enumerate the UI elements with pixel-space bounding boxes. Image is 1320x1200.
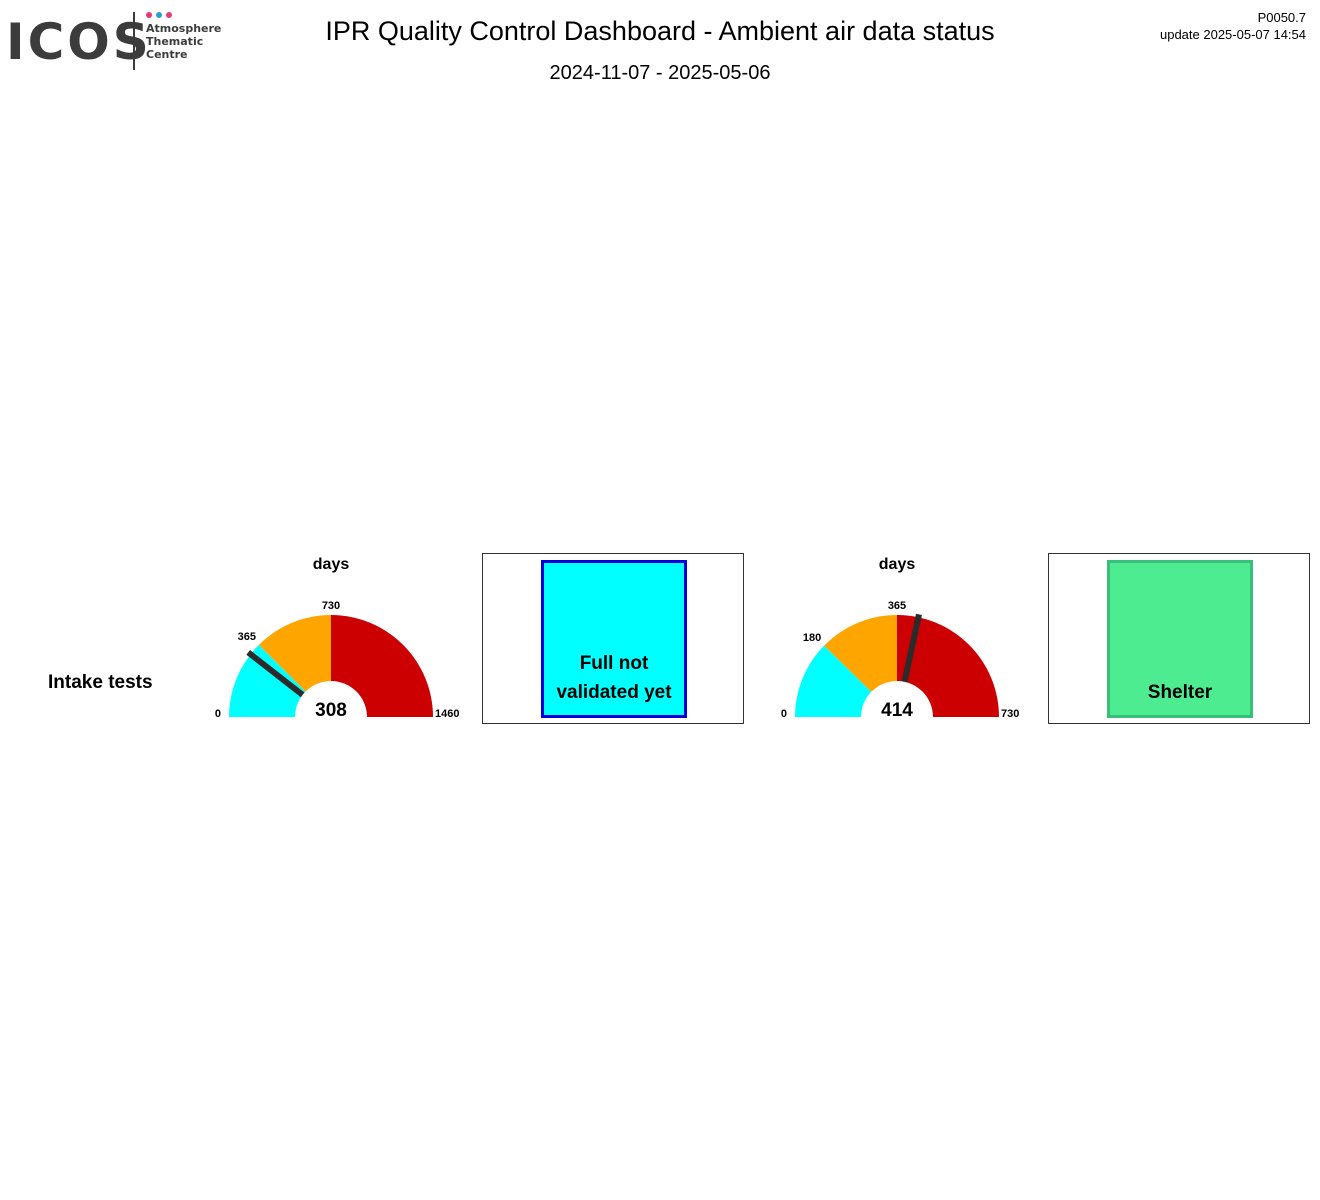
- gauge-tick-label: 1460: [435, 708, 459, 720]
- logo-divider: [133, 12, 135, 70]
- row-label-intake-tests: Intake tests: [48, 672, 153, 693]
- gauge-tick-label: 180: [803, 632, 821, 644]
- status-box-validation: Full not validated yet: [482, 553, 744, 724]
- logo-line: Atmosphere: [146, 22, 222, 35]
- logo-dot: [156, 12, 162, 18]
- page-title: IPR Quality Control Dashboard - Ambient …: [325, 16, 995, 46]
- gauge-band: [331, 615, 433, 717]
- status-text: Full not: [579, 653, 649, 674]
- gauge-tick-label: 0: [781, 708, 787, 720]
- gauge-unit-label: days: [313, 556, 350, 573]
- update-timestamp: update 2025-05-07 14:54: [1159, 27, 1306, 42]
- gauge-tick-label: 365: [238, 631, 256, 643]
- logo-dot: [146, 12, 152, 18]
- version-info: P0050.7 update 2025-05-07 14:54: [1160, 9, 1306, 43]
- gauge-tick-label: 365: [888, 600, 906, 612]
- logo-line: Thematic: [146, 35, 204, 48]
- gauge-hub: [295, 681, 367, 717]
- icos-logo: ICOS Atmosphere Thematic Centre: [6, 8, 226, 74]
- gauge-hub: [861, 681, 933, 717]
- gauge-tick-label: 730: [322, 600, 340, 612]
- gauge-value: 308: [315, 700, 347, 721]
- gauge-tick-label: 0: [215, 708, 221, 720]
- logo-dots: [146, 12, 176, 20]
- logo-line: Centre: [146, 48, 188, 61]
- status-indicator: Shelter: [1107, 560, 1253, 718]
- status-indicator: Full not validated yet: [541, 560, 687, 718]
- period-range: 2024-11-07 - 2025-05-06: [549, 62, 771, 84]
- version-label: P0050.7: [1257, 10, 1306, 25]
- logo-wordmark: ICOS: [6, 13, 152, 71]
- status-box-location: Shelter: [1048, 553, 1310, 724]
- gauge-unit-label: days: [879, 556, 916, 573]
- status-text: validated yet: [556, 682, 672, 703]
- days-gauge-intake: days 0 365 730 1460 308: [198, 550, 468, 730]
- logo-text: Atmosphere Thematic Centre: [146, 22, 221, 61]
- status-text: Shelter: [1147, 682, 1213, 703]
- gauge-band: [897, 615, 999, 717]
- gauge-tick-label: 730: [1001, 708, 1019, 720]
- gauge-value: 414: [881, 700, 913, 721]
- gauge-svg: days 0 180 365 730 414: [781, 556, 1019, 721]
- gauge-svg: days 0 365 730 1460 308: [215, 556, 460, 721]
- days-gauge-intake-2: days 0 180 365 730 414: [764, 550, 1034, 730]
- logo-dot: [166, 12, 172, 18]
